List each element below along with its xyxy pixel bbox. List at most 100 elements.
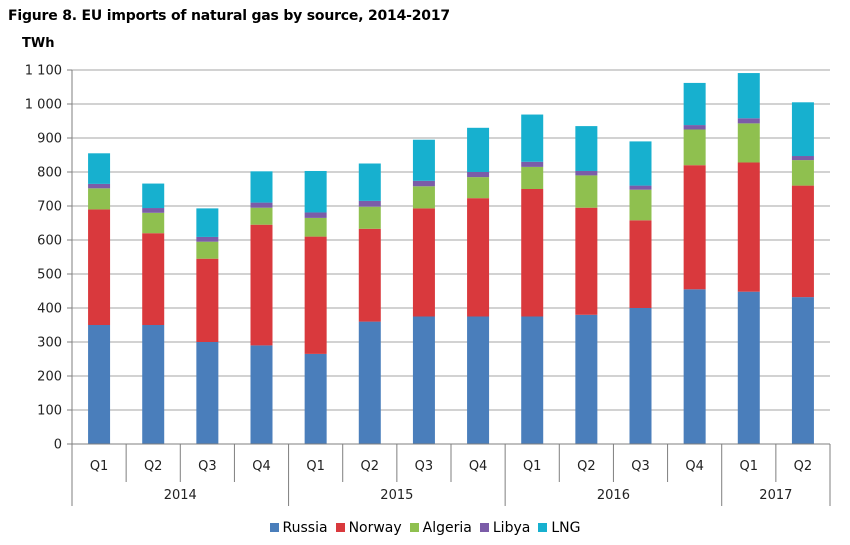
legend-item: Libya [479,520,531,536]
x-tick-label: Q1 [90,459,109,474]
bar-norway [196,258,219,342]
bar-norway [575,207,598,315]
y-tick-label: 200 [37,370,62,385]
x-tick-label: Q1 [306,459,325,474]
bar-libya [683,125,706,130]
bar-russia [142,325,165,444]
y-axis-unit: TWh [22,36,55,51]
bar-algeria [683,129,706,166]
chart-title: Figure 8. EU imports of natural gas by s… [8,8,450,24]
year-label: 2014 [164,488,197,503]
legend-item: Algeria [409,520,472,536]
x-tick-label: Q4 [685,459,704,474]
legend-label: Norway [348,520,402,536]
bar-norway [737,162,760,292]
bar-algeria [575,175,598,208]
x-tick-label: Q4 [252,459,271,474]
x-tick-label: Q2 [577,459,596,474]
legend-swatch [479,523,489,532]
bar-norway [629,220,652,308]
bar-algeria [521,166,544,189]
legend-swatch [538,523,548,532]
bar-russia [467,316,490,444]
legend-swatch [269,523,279,532]
bar-libya [412,180,435,187]
bar-russia [791,297,814,444]
bar-russia [683,289,706,444]
bar-lng [250,171,273,203]
bar-algeria [737,123,760,163]
bar-lng [88,153,111,184]
bar-lng [358,163,381,201]
bar-norway [467,198,490,317]
bar-algeria [791,160,814,186]
bar-norway [412,208,435,317]
bar-russia [737,291,760,444]
y-tick-label: 300 [37,336,62,351]
bar-lng [196,208,219,237]
bar-libya [304,212,327,218]
legend-swatch [409,523,419,532]
bar-algeria [358,206,381,229]
bar-algeria [629,189,652,221]
bar-algeria [412,186,435,209]
legend-item: Russia [269,520,328,536]
bar-russia [358,321,381,444]
bar-lng [521,114,544,162]
x-tick-label: Q2 [361,459,380,474]
bar-russia [88,325,111,444]
bar-libya [791,156,814,161]
y-tick-label: 700 [37,200,62,215]
legend-label: LNG [551,520,581,536]
bar-algeria [88,188,111,210]
legend-label: Russia [282,520,328,536]
bar-norway [683,165,706,290]
x-tick-label: Q2 [794,459,813,474]
chart-legend: Russia Norway Algeria Libya LNG [0,520,850,536]
bar-norway [304,236,327,354]
x-tick-label: Q1 [523,459,542,474]
bar-russia [304,353,327,444]
bar-russia [412,316,435,444]
bar-russia [629,308,652,444]
bar-norway [88,209,111,325]
x-tick-label: Q4 [469,459,488,474]
bar-libya [467,172,490,178]
x-tick-label: Q2 [144,459,163,474]
y-tick-label: 100 [37,404,62,419]
bar-libya [575,170,598,176]
bar-russia [250,345,273,444]
y-tick-label: 500 [37,268,62,283]
bar-libya [358,200,381,207]
legend-label: Libya [492,520,531,536]
legend-label: Algeria [422,520,472,536]
bar-norway [142,233,165,325]
bar-algeria [467,177,490,199]
bar-russia [575,314,598,444]
bar-algeria [196,241,219,259]
y-tick-label: 0 [54,438,62,453]
bar-algeria [250,207,273,225]
y-tick-label: 800 [37,166,62,181]
x-tick-label: Q1 [740,459,759,474]
bar-lng [304,170,327,213]
legend-swatch [335,523,345,532]
bar-algeria [304,217,327,237]
bar-libya [88,183,111,189]
bar-russia [521,316,544,444]
y-tick-label: 600 [37,234,62,249]
bar-lng [737,73,760,119]
bar-norway [791,185,814,298]
y-tick-label: 400 [37,302,62,317]
bar-lng [412,139,435,181]
bar-lng [575,126,598,171]
year-label: 2016 [597,488,630,503]
x-tick-label: Q3 [631,459,650,474]
bar-algeria [142,212,165,234]
y-tick-label: 900 [37,132,62,147]
bar-libya [521,161,544,167]
bar-lng [683,82,706,126]
bar-libya [142,208,165,213]
bar-lng [142,183,165,209]
